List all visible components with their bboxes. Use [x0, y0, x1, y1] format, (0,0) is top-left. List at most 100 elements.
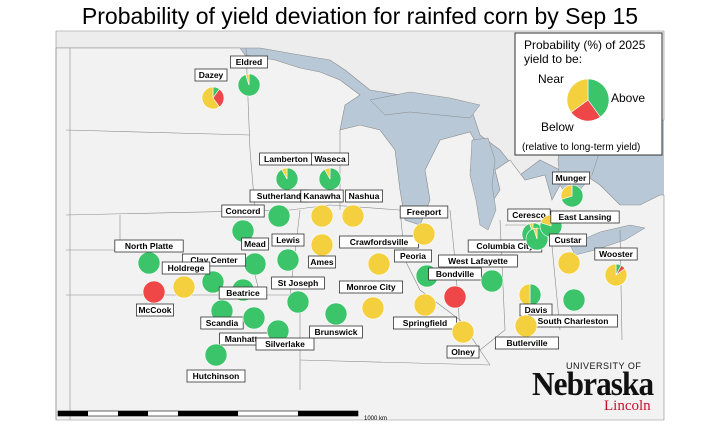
site-holdrege-slice-near — [172, 275, 196, 299]
site-lamberton-slice-near — [281, 167, 288, 180]
site-springfield-pie — [413, 293, 437, 317]
site-label-scandia: Scandia — [206, 318, 239, 328]
lake-erie — [569, 224, 646, 256]
logo-nebraska: Nebraska — [532, 366, 654, 403]
site-st-joseph-slice-above — [286, 290, 310, 314]
site-label-olney: Olney — [451, 347, 475, 357]
site-freeport-slice-near — [412, 222, 436, 246]
site-label-custar: Custar — [555, 235, 583, 245]
sites-layer: Eldred Dazey Lamberton Waseca Sutherland Kana… — [114, 55, 638, 383]
site-label-ceresco: Ceresco — [512, 210, 546, 220]
site-label-box-mccook — [135, 303, 174, 317]
site-west-lafayette-slice-above — [480, 269, 504, 293]
site-st-joseph-pie — [286, 290, 310, 314]
legend-example-pie — [566, 78, 610, 122]
site-lewis-slice-above — [276, 248, 300, 272]
site-dazey-slice-near — [201, 86, 220, 110]
site-label-box-monroe-city — [338, 280, 403, 294]
site-label-box-mead — [241, 237, 269, 251]
site-label-munger: Munger — [556, 173, 587, 183]
site-ames-slice-near — [310, 233, 334, 257]
site-label-box-dazey — [194, 68, 228, 82]
site-label-sutherland: Sutherland — [257, 191, 301, 201]
site-label-box-butlerville — [494, 336, 559, 350]
site-label-box-beatrice — [218, 286, 268, 300]
site-label-south-charleston: South Charleston — [538, 316, 609, 326]
site-label-bondville: Bondville — [436, 269, 475, 279]
legend-above-label: Above — [611, 91, 645, 105]
site-wooster-slice-near — [604, 263, 628, 287]
site-label-nashua: Nashua — [349, 191, 380, 201]
site-label-clay-center: Clay Center — [190, 255, 238, 265]
site-mead-pie — [243, 252, 267, 276]
site-label-springfield: Springfield — [403, 318, 447, 328]
site-label-beatrice: Beatrice — [226, 288, 260, 298]
legend-example-slice-below — [570, 99, 601, 122]
site-label-monroe-city: Monroe City — [346, 282, 395, 292]
site-butlerville-pie — [514, 314, 538, 338]
legend: Probability (%) of 2025 yield to be: Nea… — [514, 32, 663, 156]
site-label-box-bondville — [428, 267, 482, 281]
site-holdrege-pie — [172, 275, 196, 299]
site-bondville-pie — [443, 285, 467, 309]
site-wooster-pie — [604, 263, 628, 287]
site-sutherland-slice-above — [267, 204, 291, 228]
site-label-box-scandia — [200, 316, 244, 330]
site-label-box-munger — [552, 171, 591, 185]
site-label-lamberton: Lamberton — [264, 154, 308, 164]
site-label-butlerville: Butlerville — [506, 338, 547, 348]
map-title: Probability of yield deviation for rainf… — [81, 3, 639, 29]
site-lamberton-pie — [275, 167, 299, 191]
site-butlerville-slice-near — [514, 314, 538, 338]
site-label-manhattan: Manhattan — [225, 334, 268, 344]
site-munger-pie — [560, 184, 584, 208]
site-label-brunswick: Brunswick — [315, 327, 358, 337]
site-monroe-city-slice-near — [361, 296, 385, 320]
site-mccook-pie — [142, 280, 166, 304]
site-bondville-slice-below — [443, 285, 467, 309]
site-mccook-slice-below — [142, 280, 166, 304]
site-monroe-city-pie — [361, 296, 385, 320]
logo-lincoln: Lincoln — [604, 398, 651, 414]
site-label-hutchinson: Hutchinson — [193, 371, 240, 381]
site-ceresco-pie — [525, 227, 549, 251]
site-label-box-custar — [549, 233, 588, 247]
site-label-north-platte: North Platte — [125, 241, 173, 251]
site-label-holdrege: Holdrege — [168, 263, 205, 273]
site-eldred-slice-near — [245, 73, 250, 86]
site-brunswick-slice-above — [324, 302, 348, 326]
site-eldred-pie — [237, 73, 261, 97]
site-kanawha-pie — [310, 204, 334, 228]
site-label-box-concord — [221, 204, 265, 218]
site-label-mccook: McCook — [138, 305, 171, 315]
site-label-box-nashua — [344, 189, 383, 203]
site-lewis-pie — [276, 248, 300, 272]
site-north-platte-pie — [137, 251, 161, 275]
site-label-columbia-city: Columbia City — [476, 241, 533, 251]
site-dazey-pie — [201, 86, 225, 110]
site-label-box-ames — [308, 255, 336, 269]
site-label-silverlake: Silverlake — [265, 339, 305, 349]
legend-heading-1: Probability (%) of 2025 — [524, 38, 646, 52]
site-label-box-peoria — [393, 249, 432, 263]
legend-near-label: Near — [538, 72, 564, 86]
site-south-charleston-pie — [562, 288, 586, 312]
site-label-waseca: Waseca — [314, 154, 346, 164]
site-waseca-slice-near — [324, 167, 331, 180]
site-south-charleston-slice-above — [562, 288, 586, 312]
site-label-box-waseca — [310, 152, 349, 166]
site-manhattan-pie — [242, 306, 266, 330]
site-crawfordsville-pie — [367, 252, 391, 276]
site-label-box-lewis — [271, 233, 305, 247]
site-olney-pie — [451, 320, 475, 344]
site-clay-center-slice-above — [201, 270, 225, 294]
site-label-mead: Mead — [244, 239, 266, 249]
site-crawfordsville-slice-near — [367, 252, 391, 276]
scale-bar-label: 1000 km — [364, 416, 388, 422]
site-custar-pie — [557, 251, 581, 275]
site-mead-slice-above — [243, 252, 267, 276]
site-nashua-pie — [341, 204, 365, 228]
site-label-box-wooster — [594, 247, 638, 261]
site-label-box-silverlake — [255, 337, 315, 351]
